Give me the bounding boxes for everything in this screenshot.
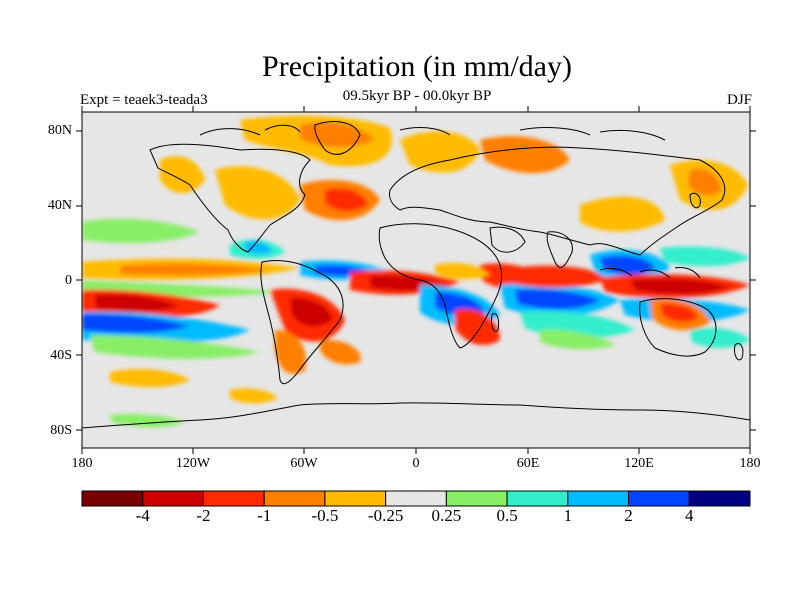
anomaly-field [82,115,750,429]
colorbar-swatch-1 [142,490,204,507]
southern-ocean-wetting [110,413,185,428]
colorbar-swatch-2 [202,490,265,507]
north-pacific-wetting [82,218,200,244]
south-pacific-outer-wetting [90,335,260,359]
far-east-drying-core [688,168,722,196]
north-america-drying [215,166,300,220]
lat-label-40s: 40S [50,348,72,363]
india-coast [546,231,573,268]
indian-ocean-wetting-core [515,289,600,310]
colorbar-swatch-7 [506,490,569,507]
colorbar-label-4: -0.25 [367,506,404,525]
southern-pacific-drying [110,369,190,387]
colorbar-label-0: -4 [135,506,150,525]
lon-ticks [81,106,751,454]
colorbar-swatch-4 [324,490,387,507]
lon-label-60w: 60W [290,456,318,471]
west-pacific-drying-core [630,278,730,295]
indian-ocean-south-wetting [540,329,615,350]
south-america-drying-core [290,297,333,327]
alaska-drying [160,156,205,194]
lat-label-eq: 0 [65,273,72,288]
south-atlantic-drying [320,339,361,365]
west-pacific-wetting [660,246,750,267]
lon-label-60e: 60E [516,456,540,471]
indonesia-coast [599,267,701,279]
south-america-coast [260,259,344,385]
arctic-islands-coast [199,124,666,141]
colorbar-label-8: 2 [624,506,633,525]
antarctica-coast [82,402,750,429]
colorbar-label-1: -2 [196,506,211,525]
colorbar-swatch-5 [385,490,447,507]
north-atlantic-drying-core [325,188,368,212]
atlantic-wetting-north-core [245,240,272,255]
arabia-coast [489,226,526,253]
colorbar-label-3: -0.5 [311,506,339,525]
africa-drying [435,263,490,280]
south-east-pacific-wetting [690,328,750,348]
lon-label-120w: 120W [175,456,211,471]
australia-drying-core [660,303,698,322]
colorbar-label-2: -1 [257,506,272,525]
north-pacific-itcz-drying-core [120,263,270,276]
lon-label-120e: 120E [624,456,654,471]
new-zealand-coast [734,343,744,361]
greenland-drying [400,131,480,173]
southern-ocean-drying [230,388,278,404]
colorbar-swatch-3 [263,490,326,507]
siberia-drying [480,136,570,174]
colorbar-label-6: 0.5 [496,506,518,525]
maritime-continent-wetting-core [600,255,655,275]
eurasia-wetting [580,196,665,232]
coastlines [82,121,750,429]
lat-ticks [76,130,756,431]
south-america-outer-drying [275,330,306,374]
australia-coast [639,298,717,357]
lon-label-0: 0 [412,456,420,471]
lat-label-80n: 80N [47,123,72,138]
greenland-coast [314,121,361,155]
lat-label-40n: 40N [47,198,72,213]
map-title: Precipitation (in mm/day) [262,50,572,83]
colorbar-label-9: 4 [685,506,694,525]
southern-africa-drying [455,309,500,346]
lat-label-80s: 80S [50,423,72,438]
colorbar [81,490,751,507]
colorbar-swatch-10 [688,490,751,507]
indian-ocean-drying [500,265,610,288]
colorbar-swatch-0 [81,490,144,507]
south-pacific-wetting-core [82,313,190,333]
europe-asia-coast [389,146,726,256]
africa-coast [378,223,503,349]
colorbar-swatch-6 [445,490,508,507]
colorbar-label-7: 1 [563,506,573,525]
japan-coast [689,192,701,209]
colorbar-swatch-9 [628,490,690,507]
african-monsoon-wetting-core [435,292,485,316]
madagascar-coast [491,313,499,332]
colorbar-swatch-8 [567,490,630,507]
map-subtitle: 09.5kyr BP - 00.0kyr BP [342,88,492,104]
colorbar-label-5: 0.25 [431,506,462,525]
season-label: DJF [726,92,752,108]
experiment-label: Expt = teaek3-teada3 [80,92,208,108]
lon-label-180e: 180 [739,456,761,471]
lon-label-180w: 180 [71,456,93,471]
north-america-coast [149,143,311,253]
south-pacific-drying-core [95,294,180,312]
